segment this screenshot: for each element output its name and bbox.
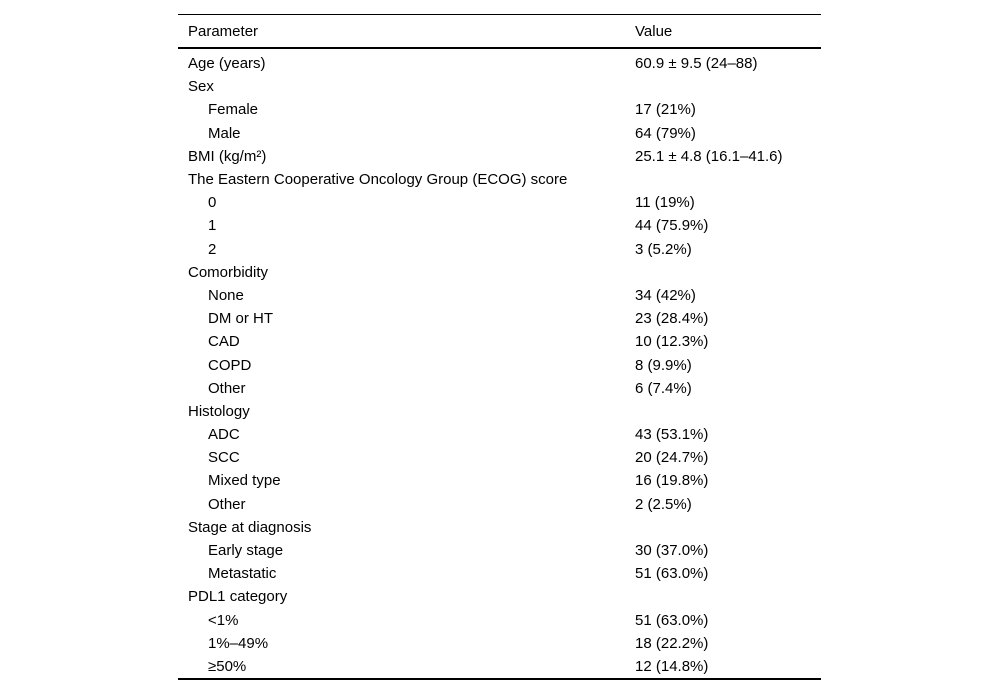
parameter-cell: None — [208, 286, 244, 304]
parameter-cell: Age (years) — [188, 55, 266, 73]
value-cell: 6 (7.4%) — [635, 379, 692, 397]
table-row: 0 11 (19%) — [178, 191, 821, 214]
parameter-cell: Comorbidity — [188, 263, 269, 281]
parameter-cell: PDL1 category — [188, 588, 288, 606]
table-row: Age (years) 60.9 ± 9.5 (24–88) — [178, 48, 821, 75]
value-cell: 8 (9.9%) — [635, 356, 692, 374]
value-cell — [635, 400, 821, 423]
column-header-parameter: Parameter — [188, 22, 259, 40]
parameter-cell: Mixed type — [208, 472, 281, 490]
table-row: Comorbidity — [178, 261, 821, 284]
value-cell: 18 (22.2%) — [635, 634, 709, 652]
parameter-cell: SCC — [208, 449, 240, 467]
characteristics-table: Parameter Value Age (years) 60.9 ± 9.5 (… — [178, 14, 821, 680]
value-cell — [635, 516, 821, 539]
table-row: Histology — [178, 400, 821, 423]
table-body: Age (years) 60.9 ± 9.5 (24–88) Sex Femal… — [178, 48, 821, 680]
value-cell: 44 (75.9%) — [635, 217, 709, 235]
table-row: The Eastern Cooperative Oncology Group (… — [178, 168, 821, 191]
value-cell: 17 (21%) — [635, 101, 696, 119]
table-row: ≥50% 12 (14.8%) — [178, 655, 821, 679]
value-cell: 60.9 ± 9.5 (24–88) — [635, 55, 758, 73]
value-cell: 11 (19%) — [635, 194, 695, 212]
table-row: ADC 43 (53.1%) — [178, 423, 821, 446]
patient-characteristics-table: Parameter Value Age (years) 60.9 ± 9.5 (… — [178, 14, 821, 680]
parameter-cell: COPD — [208, 356, 252, 374]
table-row: DM or HT 23 (28.4%) — [178, 307, 821, 330]
parameter-cell: 1%–49% — [208, 634, 269, 652]
parameter-cell: Histology — [188, 402, 250, 420]
parameter-cell: BMI (kg/m²) — [188, 147, 267, 165]
value-cell — [635, 168, 821, 191]
parameter-cell: Male — [208, 124, 241, 142]
parameter-cell: <1% — [208, 611, 239, 629]
value-cell: 43 (53.1%) — [635, 426, 709, 444]
table-row: Mixed type 16 (19.8%) — [178, 469, 821, 492]
table-row: CAD 10 (12.3%) — [178, 330, 821, 353]
parameter-cell: Sex — [188, 78, 214, 96]
table-row: SCC 20 (24.7%) — [178, 446, 821, 469]
table-row: BMI (kg/m²) 25.1 ± 4.8 (16.1–41.6) — [178, 145, 821, 168]
value-cell: 10 (12.3%) — [635, 333, 709, 351]
parameter-cell: 1 — [208, 217, 217, 235]
value-cell: 20 (24.7%) — [635, 449, 709, 467]
value-cell: 16 (19.8%) — [635, 472, 709, 490]
table-header-row: Parameter Value — [178, 14, 821, 48]
table-row: Sex — [178, 75, 821, 98]
table-row: <1% 51 (63.0%) — [178, 609, 821, 632]
parameter-cell: Other — [208, 495, 246, 513]
value-cell: 2 (2.5%) — [635, 495, 692, 513]
parameter-cell: ADC — [208, 426, 240, 444]
value-cell: 23 (28.4%) — [635, 310, 709, 328]
table-row: Female 17 (21%) — [178, 98, 821, 121]
parameter-cell: Other — [208, 379, 246, 397]
table-row: 1%–49% 18 (22.2%) — [178, 632, 821, 655]
table-row: 1 44 (75.9%) — [178, 214, 821, 237]
table-row: Metastatic 51 (63.0%) — [178, 562, 821, 585]
value-cell: 64 (79%) — [635, 124, 696, 142]
value-cell: 51 (63.0%) — [635, 565, 709, 583]
table-row: Stage at diagnosis — [178, 516, 821, 539]
table-row: PDL1 category — [178, 585, 821, 608]
parameter-cell: ≥50% — [208, 657, 247, 675]
table-row: Early stage 30 (37.0%) — [178, 539, 821, 562]
value-cell: 30 (37.0%) — [635, 542, 709, 560]
parameter-cell: Female — [208, 101, 259, 119]
table-row: Male 64 (79%) — [178, 122, 821, 145]
table-row: Other 2 (2.5%) — [178, 493, 821, 516]
parameter-cell: Metastatic — [208, 565, 277, 583]
parameter-cell: 0 — [208, 194, 217, 212]
parameter-cell: DM or HT — [208, 310, 273, 328]
value-cell: 25.1 ± 4.8 (16.1–41.6) — [635, 147, 783, 165]
value-cell — [635, 585, 821, 608]
value-cell: 34 (42%) — [635, 286, 696, 304]
value-cell — [635, 75, 821, 98]
parameter-cell: Early stage — [208, 542, 284, 560]
value-cell: 51 (63.0%) — [635, 611, 709, 629]
parameter-cell: Stage at diagnosis — [188, 518, 312, 536]
table-row: COPD 8 (9.9%) — [178, 353, 821, 376]
column-header-value: Value — [635, 22, 673, 40]
parameter-cell: The Eastern Cooperative Oncology Group (… — [188, 171, 568, 189]
value-cell: 12 (14.8%) — [635, 657, 709, 675]
parameter-cell: CAD — [208, 333, 240, 351]
table-row: None 34 (42%) — [178, 284, 821, 307]
value-cell — [635, 261, 821, 284]
table-row: Other 6 (7.4%) — [178, 377, 821, 400]
value-cell: 3 (5.2%) — [635, 240, 692, 258]
table-row: 2 3 (5.2%) — [178, 238, 821, 261]
parameter-cell: 2 — [208, 240, 217, 258]
